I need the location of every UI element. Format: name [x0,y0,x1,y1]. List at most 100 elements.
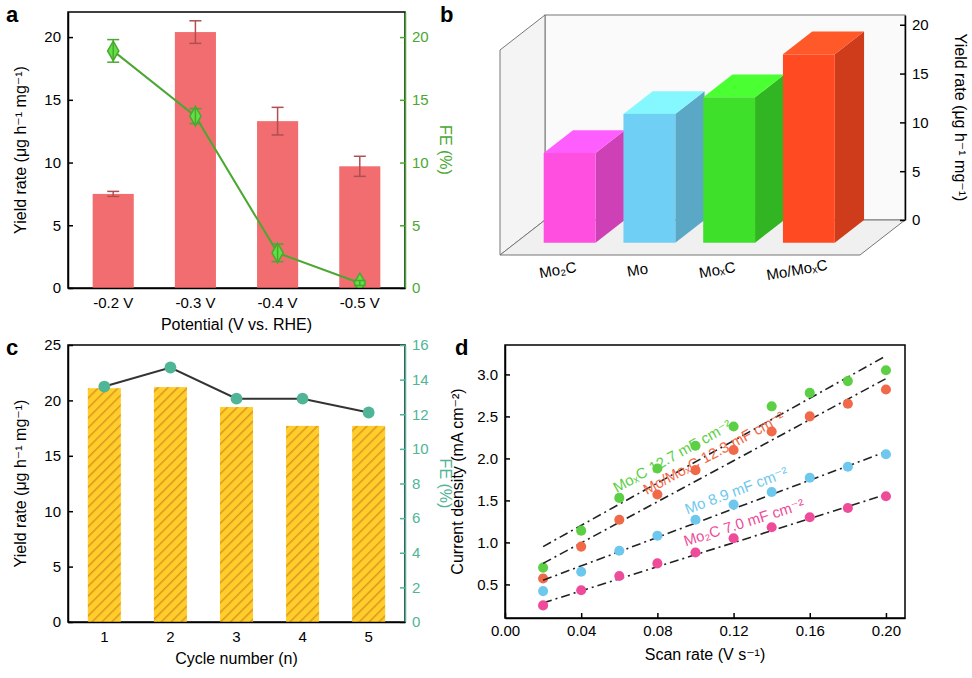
tick-label: 2.5 [477,408,498,425]
error-cap [107,191,119,193]
point [767,522,777,532]
tick-mark [900,25,905,27]
tick-mark [68,511,73,513]
tick-mark [400,449,405,451]
tick-mark [505,458,510,460]
plot-area [88,362,385,622]
panel: MoₓC 12.7 mF cm⁻²Mo/MoₓC 12.3 mF cm⁻²Mo … [449,345,906,663]
side-wall [500,15,545,255]
point [881,384,891,394]
tick-label: 5 [53,217,61,234]
tick-label: -0.2 V [93,294,133,311]
tick-mark [400,414,405,416]
tick-label: 15 [912,65,929,82]
plot-frame [505,345,905,618]
y-axis-title: Yield rate (μg h⁻¹ mg⁻¹) [12,400,29,568]
error-line [195,21,197,44]
error-line [359,156,361,176]
panel: 05101520Mo₂CMoMoₓCMo/MoₓCYield rate (μg … [500,15,969,283]
tick-mark [900,171,905,173]
tick-label: 10 [412,440,429,457]
tick: 2.5 [477,408,510,425]
tick-mark [400,483,405,485]
tick-label: 14 [412,371,429,388]
tick-mark [505,613,507,618]
error-cap [354,285,366,287]
tick-mark [900,122,905,124]
bar [544,130,625,243]
line [113,51,360,283]
error-bar [272,244,284,262]
tick-mark [505,374,510,376]
fit-line [543,452,886,581]
tick: 5 [53,558,73,575]
error-cap [107,39,119,41]
point [614,571,624,581]
tick: 4 [400,544,420,561]
tick-label: 10 [44,154,61,171]
tick-label: 10 [44,503,61,520]
tick-label: 5 [364,628,372,645]
tick-label: 15 [412,91,429,108]
tick-mark [68,566,73,568]
tick-mark [886,613,888,618]
tick: 14 [400,371,429,388]
bar-top [544,130,625,153]
point [843,503,853,513]
error-cap [189,43,201,45]
tick: 10 [400,440,429,457]
tick-label: 6 [412,509,420,526]
axis: 0.51.01.52.02.53.0 [477,346,510,619]
tick-mark [400,518,405,520]
tick: 4 [298,628,306,645]
tick-mark [505,584,510,586]
point [538,586,548,596]
bar [352,426,385,622]
tick-mark [400,553,405,555]
tick-label: 0 [912,211,920,228]
fit-line [543,495,886,603]
y-axis-title: Current density (mA cm⁻²) [449,388,466,574]
tick: 0.5 [477,576,510,593]
plot-area [538,356,891,611]
tick: 25 [44,336,73,353]
error-cap [107,196,119,198]
axis: 0510152025 [44,336,73,630]
tick: 10 [44,154,73,171]
x-axis-title: Potential (V vs. RHE) [161,316,312,333]
tick: 1.5 [477,492,510,509]
tick-mark [400,345,405,347]
tick: -0.4 V [258,294,298,311]
tick-label: 5 [53,558,61,575]
bar-top [623,91,704,114]
panel-label: d [455,335,468,360]
tick-label: 1 [100,628,108,645]
error-line [277,244,279,262]
bar [257,121,298,288]
tick: 2 [166,628,174,645]
point [843,376,853,386]
point [690,547,700,557]
point [538,563,548,573]
tick-mark [657,613,659,618]
point [805,473,815,483]
bar [93,194,134,288]
category-label: MoₓC [698,258,737,281]
plot-frame [68,345,405,622]
marker [165,362,177,374]
tick-mark [68,37,73,39]
tick-label: 3.0 [477,366,498,383]
bar [154,387,187,622]
tick: -0.3 V [175,294,215,311]
marker [297,393,309,405]
tick: 16 [400,336,429,353]
tick-mark [400,100,405,102]
tick: 0.20 [872,613,901,639]
axis-line [68,13,70,289]
tick-mark [900,73,905,75]
bar [286,426,319,622]
error-bar [189,21,201,44]
tick-label: 0 [412,279,420,296]
tick-label: 0 [412,613,420,630]
tick-mark [68,400,73,402]
